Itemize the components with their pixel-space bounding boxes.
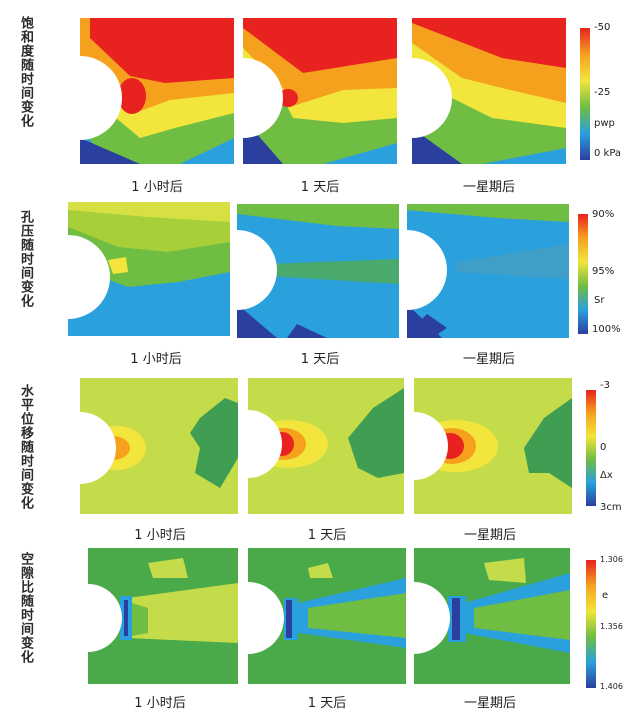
saturation-panel-1h — [80, 18, 234, 164]
colorbar-pwp-tick-top: -50 — [594, 22, 611, 33]
displacement-panel-1d — [248, 378, 404, 514]
colorbar-sr-tick-bottom: 100% — [592, 324, 621, 335]
caption-pore-pressure-1w: 一星期后 — [462, 352, 515, 367]
void-ratio-panel-1d — [248, 548, 406, 684]
void-ratio-panel-1h — [88, 548, 238, 684]
caption-saturation-1w: 一星期后 — [462, 180, 515, 195]
colorbar-sr-name: Sr — [594, 295, 605, 306]
displacement-panel-1w — [414, 378, 572, 514]
pore-pressure-panel-1d — [237, 204, 399, 338]
void-ratio-panel-1w — [414, 548, 570, 684]
colorbar-sr-tick-mid: 95% — [592, 266, 615, 277]
colorbar-e-tick-top: 1.306 — [600, 555, 623, 564]
colorbar-dx-name: Δx — [600, 470, 613, 481]
row-label-void-ratio: 空隙比随时间变化 — [18, 552, 33, 664]
caption-pore-pressure-1d: 1 天后 — [300, 352, 340, 367]
row-label-pore-pressure: 孔压随时间变化 — [18, 210, 33, 308]
saturation-panel-1d — [243, 18, 397, 164]
displacement-panel-1h — [80, 378, 238, 514]
caption-void-ratio-1w: 一星期后 — [463, 696, 516, 711]
caption-saturation-1d: 1 天后 — [300, 180, 340, 195]
colorbar-dx-tick-mid: 0 — [600, 442, 607, 453]
colorbar-e-name: e — [602, 590, 609, 601]
colorbar-e-tick-mid: 1.356 — [600, 622, 623, 631]
colorbar-sr-tick-top: 90% — [592, 209, 615, 220]
saturation-panel-1w — [412, 18, 566, 164]
caption-displacement-1w: 一星期后 — [463, 528, 516, 543]
colorbar-sr — [578, 214, 588, 334]
pore-pressure-panel-1h — [68, 202, 230, 336]
caption-displacement-1h: 1 小时后 — [134, 528, 186, 543]
pore-pressure-panel-1w — [407, 204, 569, 338]
row-label-saturation: 饱和度随时间变化 — [18, 16, 33, 128]
caption-void-ratio-1h: 1 小时后 — [134, 696, 186, 711]
caption-pore-pressure-1h: 1 小时后 — [130, 352, 182, 367]
colorbar-dx-tick-bottom: 3cm — [600, 502, 622, 513]
row-label-horizontal-displacement: 水平位移随时间变化 — [18, 384, 33, 510]
caption-displacement-1d: 1 天后 — [307, 528, 347, 543]
colorbar-e — [586, 560, 596, 688]
colorbar-dx-tick-top: -3 — [600, 380, 610, 391]
colorbar-dx — [586, 390, 596, 506]
colorbar-pwp-name: pwp — [594, 118, 615, 129]
colorbar-pwp — [580, 28, 590, 160]
caption-saturation-1h: 1 小时后 — [131, 180, 183, 195]
caption-void-ratio-1d: 1 天后 — [307, 696, 347, 711]
colorbar-pwp-tick-mid: -25 — [594, 87, 611, 98]
colorbar-e-tick-bottom: 1.406 — [600, 682, 623, 691]
colorbar-pwp-tick-bottom: 0 kPa — [594, 148, 622, 159]
